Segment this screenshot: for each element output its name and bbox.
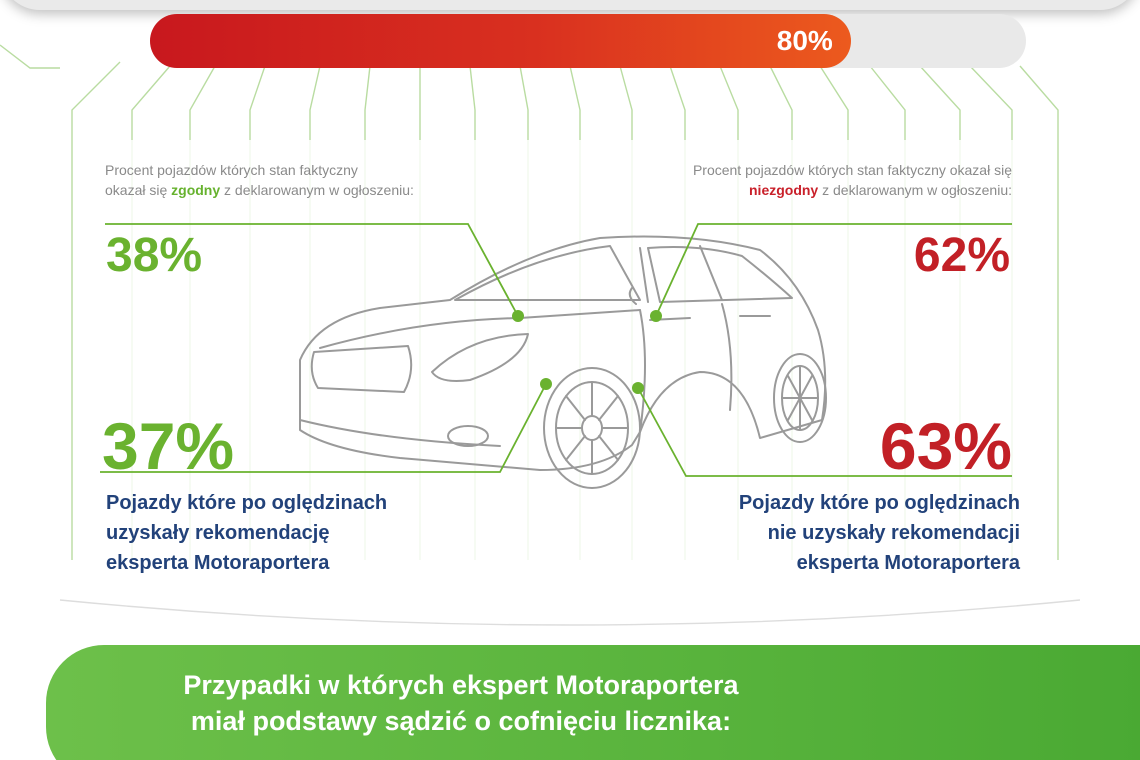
- right-caption-post: z deklarowanym w ogłoszeniu:: [818, 182, 1012, 198]
- progress-label: 80%: [776, 25, 833, 56]
- left-desc-line3: eksperta Motoraportera: [106, 552, 330, 574]
- stat-inconsistent: 62%: [913, 229, 1010, 282]
- right-desc-line3: eksperta Motoraportera: [796, 552, 1020, 574]
- left-description: Pojazdy które po oględzinach uzyskały re…: [106, 488, 387, 578]
- banner-line1: Przypadki w których ekspert Motoraporter…: [183, 670, 739, 700]
- stat-not-recommended: 63%: [879, 409, 1012, 483]
- progress-bar: 80%: [150, 14, 1026, 68]
- stat-recommended: 37%: [102, 409, 235, 483]
- left-caption-line2: okazał się zgodny z deklarowanym w ogłos…: [105, 180, 414, 200]
- left-desc-line1: Pojazdy które po oględzinach: [106, 492, 388, 514]
- right-caption-line1: Procent pojazdów których stan faktyczny …: [692, 162, 1012, 178]
- odometer-banner: Przypadki w których ekspert Motoraporter…: [46, 645, 1140, 760]
- progress-fill: 80%: [150, 14, 851, 68]
- left-caption: Procent pojazdów których stan faktyczny …: [105, 160, 414, 200]
- right-caption-highlight: niezgodny: [749, 182, 819, 198]
- right-caption-line2: niezgodny z deklarowanym w ogłoszeniu:: [620, 180, 1012, 200]
- stat-consistent: 38%: [106, 229, 203, 282]
- left-desc-line2: uzyskały rekomendację: [106, 522, 330, 544]
- left-caption-pre: okazał się: [105, 182, 172, 198]
- right-description: Pojazdy które po oględzinach nie uzyskał…: [640, 488, 1020, 578]
- top-panel-edge: [0, 0, 1140, 10]
- left-caption-highlight: zgodny: [171, 182, 221, 198]
- banner-line2: miał podstawy sądzić o cofnięciu licznik…: [190, 706, 732, 736]
- right-desc-line1: Pojazdy które po oględzinach: [738, 492, 1020, 514]
- left-caption-post: z deklarowanym w ogłoszeniu:: [220, 182, 414, 198]
- banner-text: Przypadki w których ekspert Motoraporter…: [46, 667, 876, 739]
- left-caption-line1: Procent pojazdów których stan faktyczny: [105, 162, 358, 178]
- right-caption: Procent pojazdów których stan faktyczny …: [620, 160, 1012, 200]
- right-desc-line2: nie uzyskały rekomendacji: [767, 522, 1020, 544]
